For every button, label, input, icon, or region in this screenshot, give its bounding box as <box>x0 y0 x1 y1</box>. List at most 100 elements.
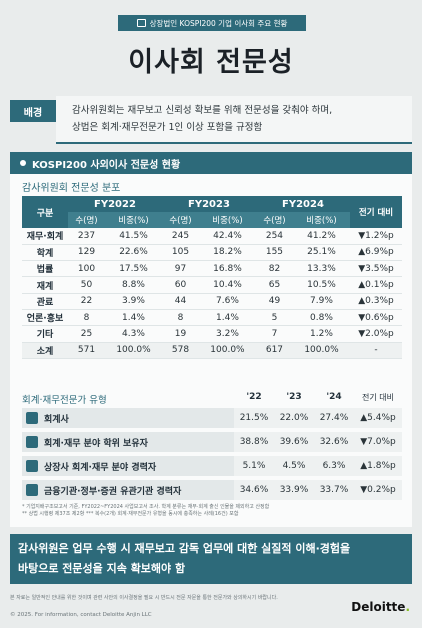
change-cell: ▲6.9%p <box>350 244 402 262</box>
brand-name: Deloitte <box>351 600 406 614</box>
category-icon <box>26 460 38 472</box>
copyright-text: © 2025. For information, contact Deloitt… <box>10 612 152 618</box>
type-value: 38.8% <box>234 432 274 452</box>
type-change: ▼0.2%p <box>354 480 402 500</box>
count-cell: 97 <box>161 260 199 278</box>
type-change-header: 전기 대비 <box>362 393 394 402</box>
panel-heading: KOSPI200 사외이사 전문성 현황 <box>10 152 412 174</box>
type-value: 34.6% <box>234 480 274 500</box>
header-ratio: 비중(%) <box>104 212 162 228</box>
type-change: ▲1.8%p <box>354 456 402 476</box>
count-cell: 617 <box>255 342 293 359</box>
count-cell: 25 <box>68 325 105 343</box>
background-text: 감사위원회는 재무보고 신뢰성 확보를 위해 전문성을 갖춰야 하며, 상법은 … <box>56 96 412 144</box>
category-icon <box>26 436 38 448</box>
ratio-cell: 1.4% <box>198 309 256 327</box>
row-label: 관료 <box>22 293 68 310</box>
type-label-box: 금융기관·정부·증권 유관기관 경력자 <box>22 480 234 500</box>
type-label-box: 회계사 <box>22 408 234 428</box>
header-year: FY2023 <box>161 196 256 212</box>
table-row: 재무·회계 237 41.5% 245 42.4% 254 41.2% ▼1.2%p <box>22 228 402 245</box>
page-title: 이사회 전문성 <box>128 47 294 78</box>
change-cell: ▼3.5%p <box>350 260 402 278</box>
ratio-cell: 10.4% <box>198 276 256 294</box>
header-ratio: 비중(%) <box>198 212 256 228</box>
ratio-cell: 7.6% <box>198 293 256 310</box>
type-label: 금융기관·정부·증권 유관기관 경력자 <box>44 486 182 497</box>
type-year-header: '24 <box>326 392 342 402</box>
table-row: 관료 22 3.9% 44 7.6% 49 7.9% ▲0.3%p <box>22 293 402 310</box>
type-value: 4.5% <box>274 456 314 476</box>
expertise-panel: KOSPI200 사외이사 전문성 현황 감사위원회 전문성 분포 구분 FY2… <box>10 152 412 527</box>
count-cell: 44 <box>161 293 199 310</box>
ratio-cell: 100.0% <box>198 342 256 359</box>
footnotes: * 기업지배구조보고서 기준, FY2022~FY2024 사업보고서 조사. … <box>22 504 392 518</box>
type-label-box: 회계·재무 분야 학위 보유자 <box>22 432 234 452</box>
background-line-2: 상법은 회계·재무전문가 1인 이상 포함을 규정함 <box>72 122 263 133</box>
ratio-cell: 17.5% <box>104 260 162 278</box>
count-cell: 578 <box>161 342 199 359</box>
conclusion-line-2: 바탕으로 전문성을 지속 확보해야 함 <box>18 562 186 575</box>
ratio-cell: 3.2% <box>198 325 256 343</box>
ratio-cell: 13.3% <box>292 260 350 278</box>
row-label: 재무·회계 <box>22 228 68 245</box>
count-cell: 19 <box>161 325 199 343</box>
header-count: 수(명) <box>68 212 105 228</box>
ratio-cell: 41.2% <box>292 228 350 245</box>
ratio-cell: 3.9% <box>104 293 162 310</box>
disclaimer-text: 본 자료는 일반적인 안내를 위한 것이며 관련 사안의 이사결정을 필요 시 … <box>10 595 278 601</box>
header-badge: 상장법인 KOSPI200 기업 이사회 주요 현황 <box>118 15 306 31</box>
ratio-cell: 100.0% <box>292 342 350 359</box>
header-category: 구분 <box>22 196 68 228</box>
ratio-cell: 18.2% <box>198 244 256 262</box>
header-change: 전기 대비 <box>350 196 402 228</box>
background-section: 배경 감사위원회는 재무보고 신뢰성 확보를 위해 전문성을 갖춰야 하며, 상… <box>10 96 412 144</box>
category-icon <box>26 484 38 496</box>
conclusion-banner: 감사위원은 업무 수행 시 재무보고 감독 업무에 대한 실질적 이해·경험을 … <box>10 534 412 584</box>
background-tag: 배경 <box>10 100 56 122</box>
type-label: 상장사 회계·재무 분야 경력자 <box>44 462 157 473</box>
type-label: 회계사 <box>44 414 69 425</box>
header-year: FY2022 <box>68 196 162 212</box>
ratio-cell: 1.2% <box>292 325 350 343</box>
count-cell: 8 <box>68 309 105 327</box>
type-row: 상장사 회계·재무 분야 경력자 5.1% 4.5% 6.3% ▲1.8%p <box>22 456 402 476</box>
table-row: 재계 50 8.8% 60 10.4% 65 10.5% ▲0.1%p <box>22 276 402 294</box>
type-year-header: '23 <box>286 392 302 402</box>
change-cell: ▲0.3%p <box>350 293 402 310</box>
type-value: 33.7% <box>314 480 354 500</box>
header-year: FY2024 <box>255 196 350 212</box>
ratio-cell: 22.6% <box>104 244 162 262</box>
change-cell: - <box>350 342 402 359</box>
brand-dot: . <box>405 600 410 614</box>
type-value: 22.0% <box>274 408 314 428</box>
type-value: 5.1% <box>234 456 274 476</box>
header-count: 수(명) <box>255 212 293 228</box>
count-cell: 100 <box>68 260 105 278</box>
ratio-cell: 25.1% <box>292 244 350 262</box>
type-year-header: '22 <box>246 392 262 402</box>
ratio-cell: 10.5% <box>292 276 350 294</box>
count-cell: 5 <box>255 309 293 327</box>
count-cell: 22 <box>68 293 105 310</box>
type-value: 32.6% <box>314 432 354 452</box>
count-cell: 105 <box>161 244 199 262</box>
footnote-1: * 기업지배구조보고서 기준, FY2022~FY2024 사업보고서 조사. … <box>22 504 270 510</box>
change-cell: ▼0.6%p <box>350 309 402 327</box>
table-row: 학계 129 22.6% 105 18.2% 155 25.1% ▲6.9%p <box>22 244 402 262</box>
ratio-cell: 1.4% <box>104 309 162 327</box>
table-row: 소계 571 100.0% 578 100.0% 617 100.0% - <box>22 342 402 359</box>
count-cell: 65 <box>255 276 293 294</box>
change-cell: ▲0.1%p <box>350 276 402 294</box>
table-row: 기타 25 4.3% 19 3.2% 7 1.2% ▼2.0%p <box>22 325 402 343</box>
footnote-2: ** 상법 시행령 제37조 제2항 *** 복수(2개) 회계·재무전문가 유… <box>22 511 239 517</box>
ratio-cell: 41.5% <box>104 228 162 245</box>
deloitte-logo: Deloitte. <box>351 600 410 614</box>
count-cell: 49 <box>255 293 293 310</box>
type-row: 회계사 21.5% 22.0% 27.4% ▲5.4%p <box>22 408 402 428</box>
count-cell: 60 <box>161 276 199 294</box>
section-title-types: 회계·재무전문가 유형 <box>22 395 107 406</box>
table-row: 언론·홍보 8 1.4% 8 1.4% 5 0.8% ▼0.6%p <box>22 309 402 327</box>
category-icon <box>26 412 38 424</box>
